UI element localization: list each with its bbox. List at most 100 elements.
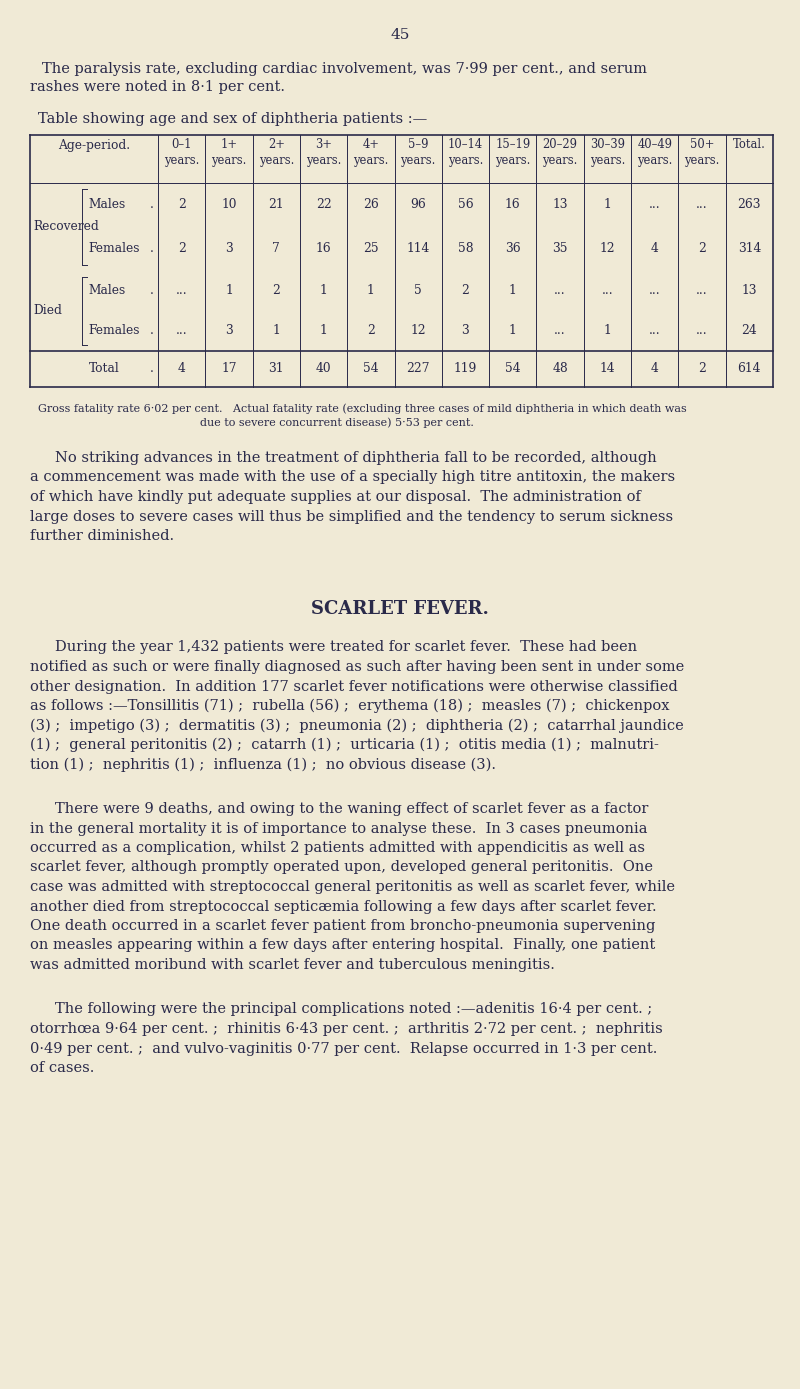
Text: 13: 13	[552, 199, 568, 211]
Text: Recovered: Recovered	[33, 221, 98, 233]
Text: 25: 25	[363, 243, 378, 256]
Text: 1: 1	[367, 285, 374, 297]
Text: 96: 96	[410, 199, 426, 211]
Text: a commencement was made with the use of a specially high titre antitoxin, the ma: a commencement was made with the use of …	[30, 471, 675, 485]
Text: .: .	[150, 325, 154, 338]
Text: case was admitted with streptococcal general peritonitis as well as scarlet feve: case was admitted with streptococcal gen…	[30, 881, 675, 895]
Text: 2: 2	[367, 325, 375, 338]
Text: No striking advances in the treatment of diphtheria fall to be recorded, althoug: No striking advances in the treatment of…	[55, 451, 657, 465]
Text: 1: 1	[225, 285, 233, 297]
Text: 2: 2	[272, 285, 280, 297]
Text: 22: 22	[316, 199, 331, 211]
Text: ...: ...	[649, 199, 661, 211]
Text: Age-period.: Age-period.	[58, 139, 130, 151]
Text: otorrhœa 9·64 per cent. ;  rhinitis 6·43 per cent. ;  arthritis 2·72 per cent. ;: otorrhœa 9·64 per cent. ; rhinitis 6·43 …	[30, 1022, 662, 1036]
Text: ...: ...	[696, 325, 708, 338]
Text: due to severe concurrent disease) 5·53 per cent.: due to severe concurrent disease) 5·53 p…	[200, 417, 474, 428]
Text: 7: 7	[272, 243, 280, 256]
Text: (3) ;  impetigo (3) ;  dermatitis (3) ;  pneumonia (2) ;  diphtheria (2) ;  cata: (3) ; impetigo (3) ; dermatitis (3) ; pn…	[30, 718, 684, 733]
Text: 14: 14	[600, 363, 615, 375]
Text: was admitted moribund with scarlet fever and tuberculous meningitis.: was admitted moribund with scarlet fever…	[30, 958, 555, 972]
Text: ...: ...	[176, 285, 187, 297]
Text: Males: Males	[88, 285, 126, 297]
Text: 4: 4	[178, 363, 186, 375]
Text: 54: 54	[505, 363, 521, 375]
Text: 5: 5	[414, 285, 422, 297]
Text: ...: ...	[649, 285, 661, 297]
Text: 1: 1	[320, 325, 327, 338]
Text: .: .	[150, 243, 154, 256]
Text: 2: 2	[698, 363, 706, 375]
Text: Females: Females	[88, 325, 139, 338]
Text: Died: Died	[33, 304, 62, 318]
Text: .: .	[150, 363, 154, 375]
Text: Total: Total	[89, 363, 119, 375]
Text: (1) ;  general peritonitis (2) ;  catarrh (1) ;  urticaria (1) ;  otitis media (: (1) ; general peritonitis (2) ; catarrh …	[30, 738, 659, 753]
Text: further diminished.: further diminished.	[30, 529, 174, 543]
Text: 16: 16	[316, 243, 331, 256]
Text: ...: ...	[696, 199, 708, 211]
Text: During the year 1,432 patients were treated for scarlet fever.  These had been: During the year 1,432 patients were trea…	[55, 640, 637, 654]
Text: 15–19
years.: 15–19 years.	[495, 138, 530, 167]
Text: 13: 13	[742, 285, 757, 297]
Text: ...: ...	[554, 325, 566, 338]
Text: 31: 31	[269, 363, 284, 375]
Text: The following were the principal complications noted :—adenitis 16·4 per cent. ;: The following were the principal complic…	[55, 1003, 652, 1017]
Text: rashes were noted in 8·1 per cent.: rashes were noted in 8·1 per cent.	[30, 81, 285, 94]
Text: 0·49 per cent. ;  and vulvo-vaginitis 0·77 per cent.  Relapse occurred in 1·3 pe: 0·49 per cent. ; and vulvo-vaginitis 0·7…	[30, 1042, 658, 1056]
Text: 119: 119	[454, 363, 477, 375]
Text: 2+
years.: 2+ years.	[258, 138, 294, 167]
Text: 36: 36	[505, 243, 521, 256]
Text: 5–9
years.: 5–9 years.	[401, 138, 436, 167]
Text: Total.: Total.	[733, 138, 766, 151]
Text: another died from streptococcal septicæmia following a few days after scarlet fe: another died from streptococcal septicæm…	[30, 900, 657, 914]
Text: scarlet fever, although promptly operated upon, developed general peritonitis.  : scarlet fever, although promptly operate…	[30, 861, 653, 875]
Text: 26: 26	[363, 199, 378, 211]
Text: ...: ...	[176, 325, 187, 338]
Text: 3: 3	[462, 325, 470, 338]
Text: 4: 4	[650, 363, 658, 375]
Text: 114: 114	[406, 243, 430, 256]
Text: 12: 12	[410, 325, 426, 338]
Text: 40: 40	[316, 363, 331, 375]
Text: 2: 2	[178, 243, 186, 256]
Text: 3: 3	[225, 325, 233, 338]
Text: 54: 54	[363, 363, 378, 375]
Text: Males: Males	[88, 199, 126, 211]
Text: Females: Females	[88, 243, 139, 256]
Text: 3: 3	[225, 243, 233, 256]
Text: Table showing age and sex of diphtheria patients :—: Table showing age and sex of diphtheria …	[38, 113, 427, 126]
Text: 12: 12	[600, 243, 615, 256]
Text: tion (1) ;  nephritis (1) ;  influenza (1) ;  no obvious disease (3).: tion (1) ; nephritis (1) ; influenza (1)…	[30, 757, 496, 772]
Text: ...: ...	[696, 285, 708, 297]
Text: 40–49
years.: 40–49 years.	[637, 138, 673, 167]
Text: 2: 2	[698, 243, 706, 256]
Text: ...: ...	[554, 285, 566, 297]
Text: .: .	[150, 199, 154, 211]
Text: 1: 1	[320, 285, 327, 297]
Text: 3+
years.: 3+ years.	[306, 138, 342, 167]
Text: large doses to severe cases will thus be simplified and the tendency to serum si: large doses to severe cases will thus be…	[30, 510, 673, 524]
Text: 227: 227	[406, 363, 430, 375]
Text: 4+
years.: 4+ years.	[353, 138, 389, 167]
Text: 10: 10	[222, 199, 237, 211]
Text: notified as such or were finally diagnosed as such after having been sent in und: notified as such or were finally diagnos…	[30, 660, 684, 674]
Text: 16: 16	[505, 199, 521, 211]
Text: 1: 1	[603, 325, 611, 338]
Text: Gross fatality rate 6·02 per cent.   Actual fatality rate (excluding three cases: Gross fatality rate 6·02 per cent. Actua…	[38, 403, 686, 414]
Text: 1: 1	[509, 285, 517, 297]
Text: .: .	[150, 285, 154, 297]
Text: ...: ...	[602, 285, 614, 297]
Text: 17: 17	[222, 363, 237, 375]
Text: of cases.: of cases.	[30, 1061, 94, 1075]
Text: 30–39
years.: 30–39 years.	[590, 138, 625, 167]
Text: SCARLET FEVER.: SCARLET FEVER.	[311, 600, 489, 618]
Text: as follows :—Tonsillitis (71) ;  rubella (56) ;  erythema (18) ;  measles (7) ; : as follows :—Tonsillitis (71) ; rubella …	[30, 699, 670, 714]
Text: 314: 314	[738, 243, 761, 256]
Text: 1: 1	[272, 325, 280, 338]
Text: The paralysis rate, excluding cardiac involvement, was 7·99 per cent., and serum: The paralysis rate, excluding cardiac in…	[42, 63, 647, 76]
Text: 10–14
years.: 10–14 years.	[448, 138, 483, 167]
Text: One death occurred in a scarlet fever patient from broncho-pneumonia supervening: One death occurred in a scarlet fever pa…	[30, 920, 655, 933]
Text: of which have kindly put adequate supplies at our disposal.  The administration : of which have kindly put adequate suppli…	[30, 490, 641, 504]
Text: on measles appearing within a few days after entering hospital.  Finally, one pa: on measles appearing within a few days a…	[30, 939, 655, 953]
